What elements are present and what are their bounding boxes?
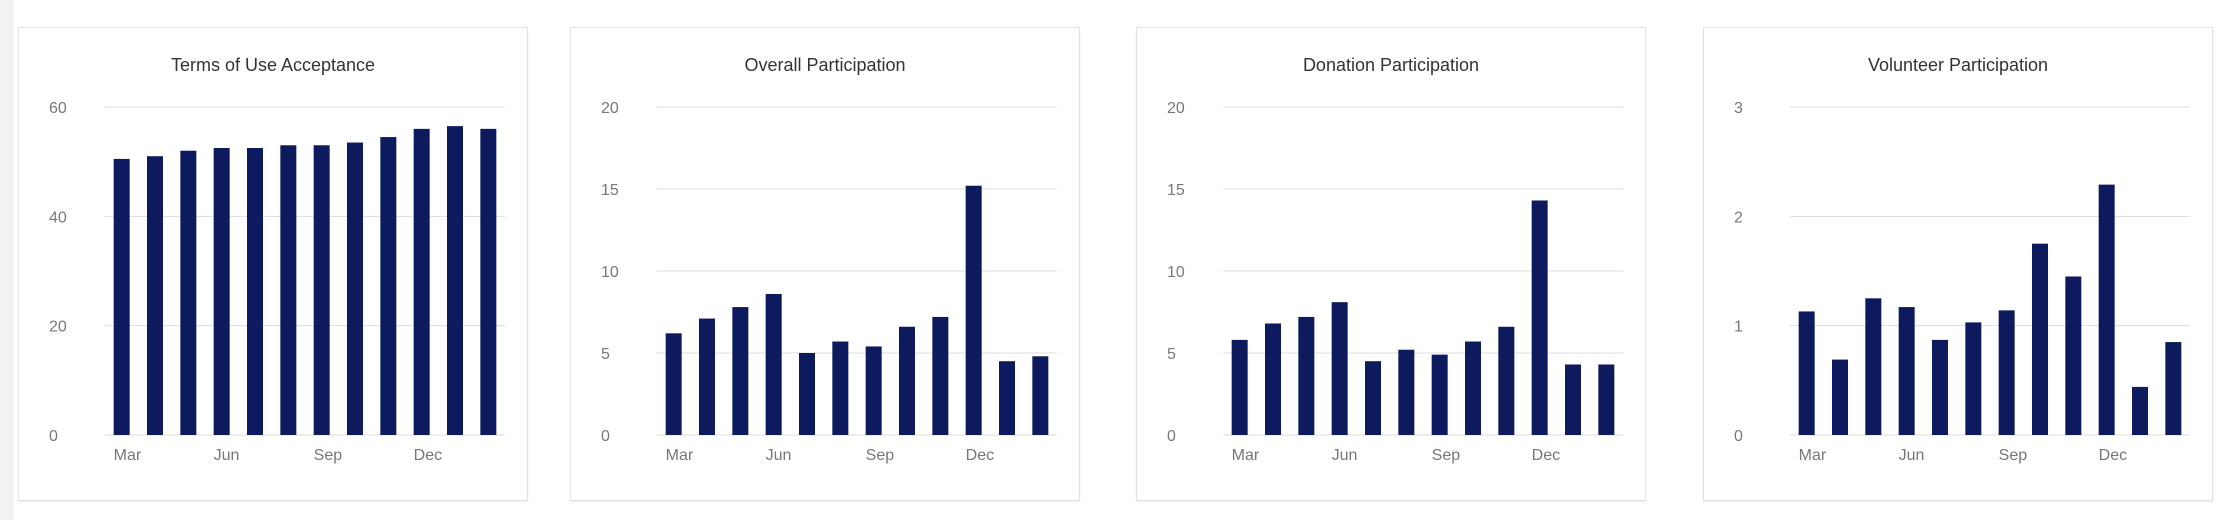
- bar[interactable]: [832, 341, 849, 435]
- chart-card-overall-participation: Overall Participation 0 5 10 15 20 Mar Jun Sep D…: [570, 27, 1080, 501]
- y-tick-label: 3: [1734, 100, 1743, 117]
- y-tick-label: 5: [1167, 346, 1176, 363]
- y-tick-label: 1: [1734, 319, 1743, 336]
- y-tick-label: 0: [601, 428, 610, 445]
- bar[interactable]: [1898, 307, 1915, 435]
- bar[interactable]: [113, 158, 130, 435]
- y-tick-label: 0: [1734, 428, 1743, 445]
- bar[interactable]: [865, 346, 882, 435]
- bar[interactable]: [699, 318, 715, 435]
- bar[interactable]: [1932, 339, 1948, 435]
- y-tick-label: 40: [49, 209, 67, 226]
- bar[interactable]: [1398, 349, 1415, 435]
- y-tick-label: 10: [601, 264, 619, 281]
- y-tick-label: 0: [49, 428, 58, 445]
- x-tick-label: Dec: [414, 447, 442, 464]
- bar[interactable]: [1465, 341, 1481, 435]
- y-tick-label: 60: [49, 100, 67, 117]
- x-tick-label: Jun: [766, 447, 792, 464]
- bar[interactable]: [1231, 339, 1248, 435]
- bar[interactable]: [447, 126, 463, 435]
- bar[interactable]: [2032, 243, 2048, 435]
- left-edge-strip: [0, 0, 14, 520]
- x-tick-label: Dec: [966, 447, 994, 464]
- overall-participation-bar-chart: 0 5 10 15 20 Mar Jun Sep Dec: [601, 100, 1057, 464]
- x-tick-label: Dec: [2099, 447, 2127, 464]
- bar[interactable]: [2065, 276, 2082, 435]
- bar[interactable]: [1798, 311, 1815, 435]
- bar[interactable]: [180, 150, 197, 435]
- bar[interactable]: [1498, 326, 1515, 435]
- donation-participation-bar-chart: 0 5 10 15 20 Mar Jun Sep Dec: [1167, 100, 1623, 464]
- chart-title: Terms of Use Acceptance: [170, 55, 376, 75]
- bar[interactable]: [1265, 323, 1281, 435]
- y-tick-label: 20: [49, 319, 67, 336]
- bar[interactable]: [1431, 354, 1448, 435]
- y-tick-label: 10: [1167, 264, 1185, 281]
- bar[interactable]: [765, 293, 782, 435]
- x-tick-label: Sep: [866, 447, 895, 464]
- bar[interactable]: [147, 156, 163, 435]
- bar[interactable]: [1331, 302, 1348, 435]
- x-tick-label: Sep: [314, 447, 343, 464]
- x-tick-label: Sep: [1999, 447, 2028, 464]
- chart-title: Overall Participation: [744, 55, 906, 75]
- y-tick-label: 20: [1167, 100, 1185, 117]
- x-tick-label: Mar: [666, 447, 694, 464]
- y-tick-label: 0: [1167, 428, 1176, 445]
- y-tick-label: 20: [601, 100, 619, 117]
- y-tick-label: 5: [601, 346, 610, 363]
- bar[interactable]: [665, 333, 682, 435]
- x-tick-label: Jun: [1899, 447, 1925, 464]
- x-tick-label: Dec: [1532, 447, 1560, 464]
- bar[interactable]: [347, 142, 363, 435]
- bar[interactable]: [280, 145, 297, 435]
- y-tick-label: 15: [1167, 182, 1185, 199]
- y-tick-label: 15: [601, 182, 619, 199]
- x-tick-label: Jun: [214, 447, 240, 464]
- bar[interactable]: [480, 128, 497, 435]
- bar[interactable]: [1565, 364, 1581, 435]
- bar[interactable]: [1832, 359, 1848, 435]
- x-tick-label: Mar: [1232, 447, 1260, 464]
- x-tick-label: Mar: [1799, 447, 1827, 464]
- bar[interactable]: [799, 353, 815, 435]
- bar[interactable]: [247, 148, 263, 435]
- x-tick-label: Sep: [1432, 447, 1461, 464]
- bar[interactable]: [965, 185, 982, 435]
- bar[interactable]: [1365, 361, 1381, 435]
- bar[interactable]: [899, 326, 915, 435]
- x-tick-label: Mar: [114, 447, 142, 464]
- chart-title: Donation Participation: [1302, 55, 1480, 75]
- bar[interactable]: [1531, 200, 1548, 435]
- bar[interactable]: [732, 307, 749, 435]
- bar[interactable]: [1965, 322, 1982, 435]
- x-tick-label: Jun: [1332, 447, 1358, 464]
- bar[interactable]: [2132, 386, 2148, 435]
- bar[interactable]: [1298, 316, 1315, 435]
- terms-acceptance-bar-chart: 0 20 40 60 Mar Jun Sep Dec: [49, 100, 505, 464]
- chart-card-donation-participation: Donation Participation 0 5 10 15 20 Mar Jun Sep…: [1136, 27, 1646, 501]
- bar[interactable]: [380, 137, 397, 436]
- bar[interactable]: [999, 361, 1015, 435]
- bar[interactable]: [2165, 342, 2182, 435]
- bar[interactable]: [1598, 364, 1615, 435]
- chart-card-terms-acceptance: Terms of Use Acceptance 0 20 40 60 Mar Jun Sep…: [18, 27, 528, 501]
- y-tick-label: 2: [1734, 209, 1743, 226]
- bar[interactable]: [213, 148, 230, 435]
- bar[interactable]: [413, 128, 430, 435]
- chart-card-volunteer-participation: Volunteer Participation 0 1 2 3 Mar Jun Sep Dec: [1703, 27, 2213, 501]
- bar[interactable]: [932, 316, 949, 435]
- bar[interactable]: [313, 145, 330, 435]
- bar[interactable]: [1032, 356, 1049, 435]
- bar[interactable]: [2098, 184, 2115, 435]
- bar[interactable]: [1865, 298, 1882, 435]
- volunteer-participation-bar-chart: 0 1 2 3 Mar Jun Sep Dec: [1734, 100, 2190, 464]
- bar[interactable]: [1998, 310, 2015, 435]
- chart-title: Volunteer Participation: [1867, 55, 2049, 75]
